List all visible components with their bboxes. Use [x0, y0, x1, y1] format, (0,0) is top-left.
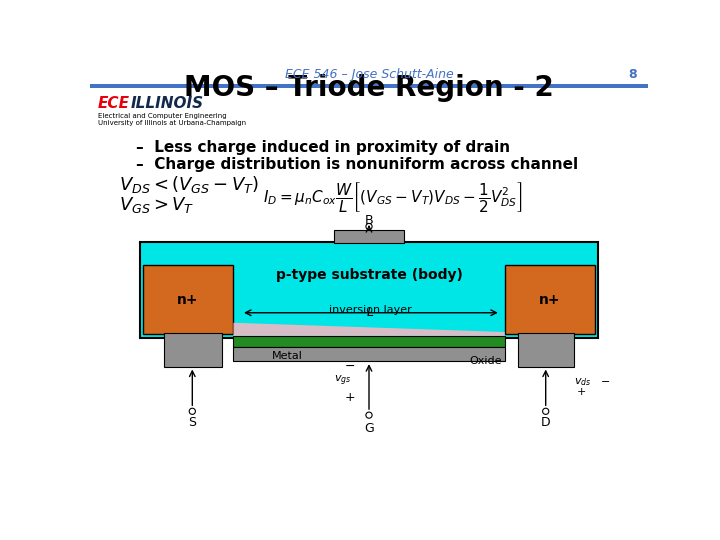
Text: −: −	[600, 377, 610, 387]
Text: $V_{DS} < (V_{GS} - V_T)$: $V_{DS} < (V_{GS} - V_T)$	[120, 174, 260, 194]
Bar	[334, 231, 404, 244]
Text: p-type substrate (body): p-type substrate (body)	[276, 268, 462, 282]
Text: –  Less charge induced in proximity of drain: – Less charge induced in proximity of dr…	[137, 140, 510, 156]
Text: inversion layer: inversion layer	[329, 305, 412, 315]
Bar	[518, 333, 575, 367]
Text: Metal: Metal	[272, 351, 303, 361]
Text: +: +	[577, 387, 586, 397]
Text: G: G	[364, 422, 374, 435]
Text: B: B	[365, 214, 373, 227]
Text: $I_D = \mu_n C_{ox}\dfrac{W}{L}\left[(V_{GS}-V_T)V_{DS}-\dfrac{1}{2}V_{DS}^2\rig: $I_D = \mu_n C_{ox}\dfrac{W}{L}\left[(V_…	[263, 180, 522, 214]
Bar	[163, 333, 222, 367]
Text: ECE: ECE	[98, 96, 130, 111]
Text: +: +	[345, 391, 356, 404]
Text: $V_{GS} > V_T$: $V_{GS} > V_T$	[120, 195, 195, 215]
Text: MOS – Triode Region - 2: MOS – Triode Region - 2	[184, 74, 554, 102]
Text: −: −	[345, 360, 356, 373]
Text: –  Charge distribution is nonuniform across channel: – Charge distribution is nonuniform acro…	[137, 157, 579, 172]
Text: Oxide: Oxide	[469, 356, 503, 366]
Text: Electrical and Computer Engineering
University of Illinois at Urbana-Champaign: Electrical and Computer Engineering Univ…	[98, 112, 246, 125]
Text: n+: n+	[177, 293, 199, 307]
Text: $v_{gs}$: $v_{gs}$	[334, 373, 351, 388]
Bar	[505, 265, 595, 334]
Text: ECE 546 – Jose Schutt-Aine: ECE 546 – Jose Schutt-Aine	[284, 68, 454, 82]
Bar	[233, 347, 505, 361]
Bar	[140, 242, 598, 338]
Text: ILLINOIS: ILLINOIS	[130, 96, 204, 111]
Text: S: S	[189, 416, 197, 429]
Text: L: L	[367, 306, 374, 319]
Polygon shape	[233, 323, 505, 336]
Text: 8: 8	[628, 68, 636, 82]
Bar	[90, 84, 648, 88]
Text: D: D	[541, 416, 551, 429]
Text: n+: n+	[539, 293, 561, 307]
Text: $v_{ds}$: $v_{ds}$	[575, 376, 592, 388]
Bar	[143, 265, 233, 334]
Bar	[233, 336, 505, 347]
